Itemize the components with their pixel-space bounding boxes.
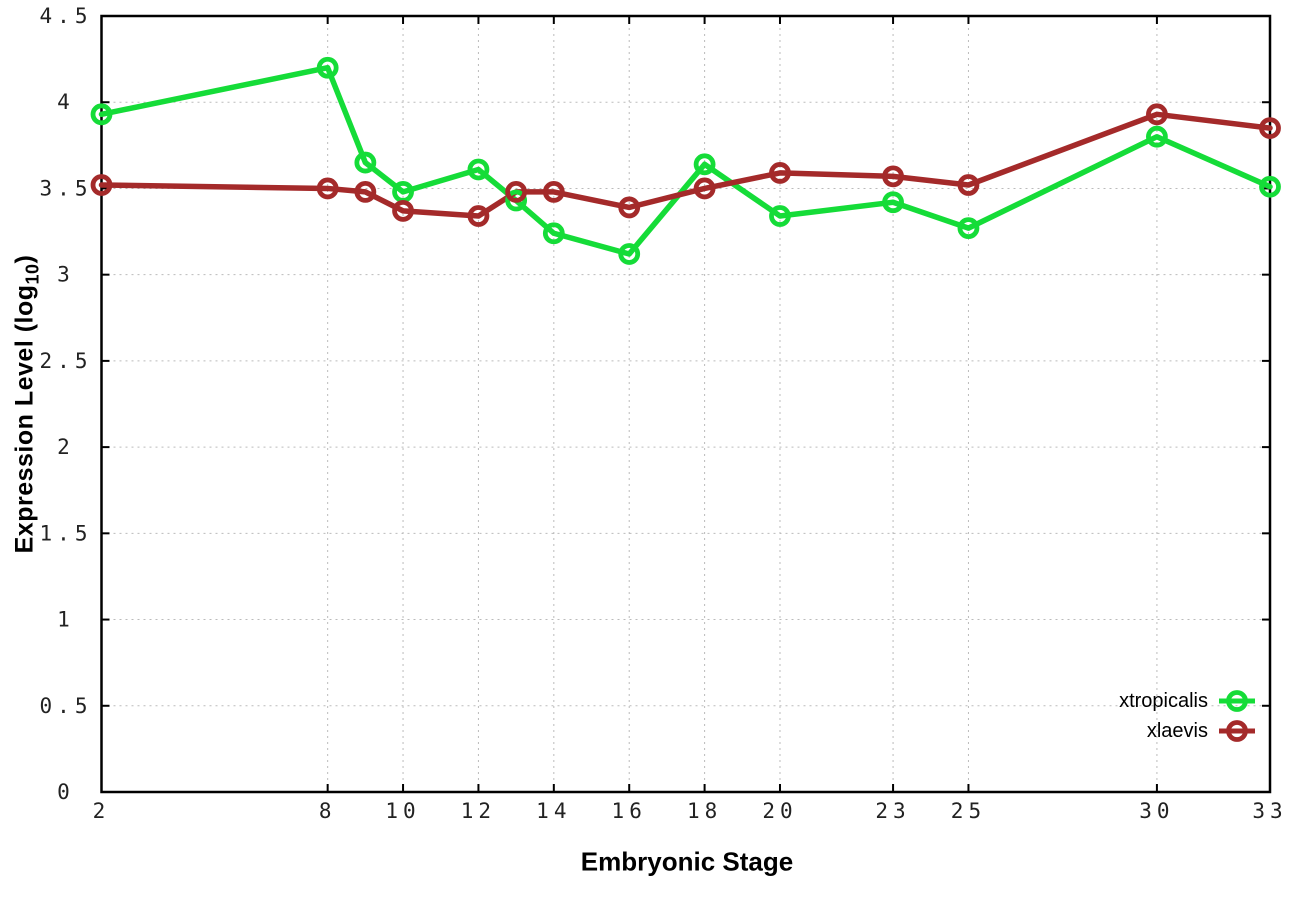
data-point-xtropicalis [1146, 125, 1168, 148]
series-line-xtropicalis [98, 64, 1273, 257]
x-tick-label: 10 [385, 799, 420, 823]
plot-frame [100, 14, 1272, 794]
data-point-xlaevis [542, 180, 565, 203]
y-tick-label: 1.5 [40, 521, 93, 545]
data-point-xlaevis [505, 180, 528, 203]
x-tick-label: 8 [319, 799, 337, 823]
data-point-xtropicalis [957, 217, 980, 240]
x-tick-label: 30 [1139, 799, 1174, 823]
data-point-xtropicalis [542, 222, 565, 245]
y-axis-title-subscript: 10 [22, 263, 43, 285]
data-point-xlaevis [693, 177, 716, 200]
x-tick-label: 16 [612, 799, 647, 823]
data-point-xlaevis [957, 174, 980, 196]
data-point-xtropicalis [505, 189, 528, 212]
data-point-xtropicalis [769, 205, 791, 227]
data-point-xlaevis [769, 162, 791, 184]
data-point-xlaevis [316, 177, 339, 200]
y-tick-label: 1 [57, 608, 75, 632]
x-axis-title: Embryonic Stage [580, 846, 794, 877]
y-tick-label: 3.5 [40, 176, 93, 200]
data-point-xtropicalis [316, 56, 339, 79]
x-tick-label: 12 [461, 799, 496, 823]
data-point-xtropicalis [354, 151, 377, 174]
data-point-xlaevis [467, 205, 490, 227]
x-tick-label: 18 [687, 799, 722, 823]
x-tick-label: 23 [875, 799, 910, 823]
data-point-xlaevis [90, 174, 113, 196]
y-tick-label: 0.5 [40, 694, 93, 718]
y-tick-label: 2 [57, 435, 75, 459]
data-point-xtropicalis [882, 191, 904, 214]
legend-entry-xtropicalis: xtropicalis [1119, 686, 1256, 716]
x-tick-label: 20 [762, 799, 797, 823]
x-tick-label: 14 [536, 799, 571, 823]
x-tick-label: 25 [951, 799, 986, 823]
y-tick-label: 3 [57, 263, 75, 287]
y-axis-title-suffix: ) [10, 254, 39, 264]
y-tick-label: 2.5 [40, 349, 93, 373]
data-point-xtropicalis [618, 243, 641, 265]
y-axis-title: Expression Level (log10) [11, 255, 44, 554]
legend-marker-xlaevis [1219, 720, 1255, 742]
y-tick-label: 4.5 [40, 4, 93, 28]
legend-entry-xlaevis: xlaevis [1119, 716, 1256, 746]
data-point-xlaevis [618, 196, 641, 219]
data-point-xtropicalis [90, 103, 113, 126]
legend: xtropicalis xlaevis [1119, 686, 1256, 746]
data-point-xtropicalis [1259, 175, 1281, 198]
data-point-xlaevis [1146, 103, 1168, 126]
y-axis-title-text: Expression Level (log [10, 284, 39, 554]
data-point-xlaevis [882, 165, 904, 188]
x-tick-label: 2 [93, 799, 111, 823]
legend-marker-xtropicalis [1219, 690, 1255, 712]
data-point-xtropicalis [467, 158, 490, 181]
data-point-xlaevis [354, 180, 377, 203]
data-point-xlaevis [392, 199, 414, 222]
x-tick-label: 33 [1252, 799, 1287, 823]
y-tick-label: 0 [57, 780, 75, 804]
y-tick-label: 4 [57, 90, 75, 114]
data-point-xlaevis [1259, 117, 1281, 139]
legend-label-xtropicalis: xtropicalis [1119, 690, 1208, 712]
legend-label-xlaevis: xlaevis [1146, 720, 1208, 742]
data-point-xtropicalis [693, 153, 716, 176]
